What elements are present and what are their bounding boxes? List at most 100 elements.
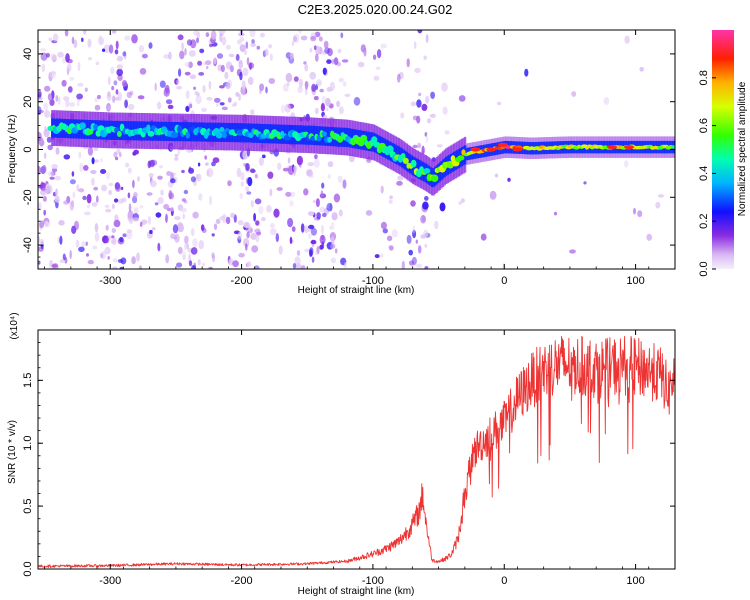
spectrogram-noise-dot — [51, 167, 58, 173]
spectrogram-noise-dot — [59, 259, 66, 264]
spectrogram-noise-dot — [397, 73, 401, 83]
spectrogram-noise-dot — [172, 224, 179, 234]
spectrogram-noise-dot — [38, 106, 42, 115]
spectrogram-noise-dot — [91, 157, 95, 165]
spectrogram-noise-dot — [380, 221, 387, 230]
spectrogram-noise-dot — [413, 41, 417, 49]
spectrogram-x-tick-label: -200 — [231, 275, 253, 287]
spectrogram-noise-dot — [210, 30, 217, 40]
spectrogram-ridge-core — [185, 131, 190, 139]
spectrogram-noise-dot — [206, 66, 209, 70]
spectrogram-noise-dot — [250, 200, 254, 208]
spectrogram-noise-dot — [100, 169, 107, 174]
spectrogram-noise-dot — [64, 30, 69, 37]
spectrogram-noise-dot — [150, 180, 157, 188]
spectrogram-ridge-band — [221, 122, 224, 142]
spectrogram-noise-dot — [250, 232, 257, 240]
spectrogram-noise-dot — [95, 61, 100, 66]
spectrogram-noise-dot — [38, 131, 42, 142]
spectrogram-noise-dot — [82, 195, 87, 201]
spectrogram-ridge-peak — [486, 147, 497, 152]
spectrogram-ridge-band — [286, 124, 289, 144]
spectrogram-noise-dot — [293, 35, 298, 42]
spectrogram-noise-dot — [116, 64, 123, 70]
spectrogram-noise-dot — [237, 220, 244, 226]
spectrogram-noise-dot — [280, 104, 286, 114]
spectrogram-noise-dot — [47, 144, 53, 151]
spectrogram-noise-dot — [310, 227, 317, 236]
spectrogram-noise-dot — [298, 78, 303, 88]
spectrogram-x-tick-label: 0 — [501, 275, 507, 287]
spectrogram-noise-dot — [201, 107, 207, 113]
spectrogram-ridge-band — [326, 126, 330, 146]
spectrogram-noise-dot — [48, 261, 53, 269]
spectrogram-noise-dot — [168, 192, 175, 200]
spectrogram-noise-dot — [657, 194, 665, 198]
spectrogram-noise-dot — [105, 237, 110, 244]
spectrogram-noise-dot — [61, 79, 67, 87]
spectrogram-noise-dot — [157, 101, 162, 110]
spectrogram-ridge-core — [423, 168, 431, 174]
spectrogram-noise-dot — [314, 154, 318, 160]
spectrogram-noise-dot — [260, 32, 265, 38]
spectrogram-noise-dot — [77, 82, 84, 87]
spectrogram-noise-dot — [196, 37, 199, 44]
spectrogram-noise-dot — [200, 224, 205, 232]
spectrogram-noise-dot — [314, 251, 318, 255]
spectrogram-noise-dot — [245, 163, 250, 171]
spectrogram-noise-dot — [116, 148, 121, 155]
spectrogram-noise-dot — [139, 68, 147, 75]
spectrogram-noise-dot — [105, 208, 112, 213]
spectrogram-noise-dot — [293, 165, 297, 174]
spectrogram-noise-dot — [313, 45, 317, 50]
spectrogram-noise-dot — [311, 83, 317, 92]
spectrogram-noise-dot — [119, 152, 122, 158]
spectrogram-noise-dot — [329, 225, 335, 230]
spectrogram-noise-dot — [39, 238, 44, 246]
spectrogram-noise-dot — [235, 92, 240, 97]
spectrogram-noise-dot — [95, 195, 99, 203]
spectrogram-noise-dot — [247, 76, 254, 86]
colorbar-tick-label: 0.2 — [698, 214, 710, 229]
spectrogram-noise-dot — [417, 245, 422, 254]
spectrogram-noise-dot — [58, 220, 65, 226]
snr-x-tick-label: -200 — [231, 575, 253, 587]
spectrogram-noise-dot — [181, 169, 185, 174]
spectrogram-noise-dot — [327, 174, 332, 179]
spectrogram-noise-dot — [571, 91, 577, 97]
spectrogram-noise-dot — [115, 40, 119, 50]
spectrogram-noise-dot — [330, 257, 336, 264]
spectrogram-noise-dot — [44, 110, 50, 118]
spectrogram-noise-dot — [44, 85, 51, 92]
spectrogram-noise-dot — [85, 241, 88, 246]
spectrogram-ridge-core — [360, 134, 368, 142]
spectrogram-ridge-core — [146, 124, 151, 133]
spectrogram-noise-dot — [177, 34, 184, 41]
spectrogram-noise-dot — [388, 245, 394, 249]
spectrogram-noise-dot — [137, 176, 140, 182]
spectrogram-noise-dot — [258, 157, 264, 166]
spectrogram-noise-dot — [182, 254, 186, 260]
spectrogram-noise-dot — [304, 63, 309, 72]
spectrogram-noise-dot — [84, 211, 91, 216]
spectrogram-noise-dot — [174, 153, 179, 158]
spectrogram-ridge-core — [337, 135, 344, 143]
spectrogram-noise-dot — [119, 266, 124, 269]
spectrogram-noise-dot — [278, 245, 283, 255]
spectrogram-ridge-core — [79, 122, 86, 130]
spectrogram-noise-dot — [202, 262, 205, 267]
spectrogram-ridge-peak — [497, 142, 508, 147]
spectrogram-noise-dot — [327, 161, 334, 168]
spectrogram-noise-dot — [49, 98, 55, 106]
spectrogram-noise-dot — [524, 68, 529, 77]
spectrogram-noise-dot — [100, 253, 104, 259]
spectrogram-noise-dot — [375, 66, 381, 70]
spectrogram-noise-dot — [113, 151, 118, 158]
spectrogram-noise-dot — [258, 205, 264, 215]
spectrogram-noise-dot — [249, 30, 256, 37]
spectrogram-noise-dot — [149, 229, 153, 235]
spectrogram-noise-dot — [424, 243, 428, 248]
spectrogram-noise-dot — [131, 34, 138, 44]
spectrogram-noise-dot — [191, 265, 196, 269]
